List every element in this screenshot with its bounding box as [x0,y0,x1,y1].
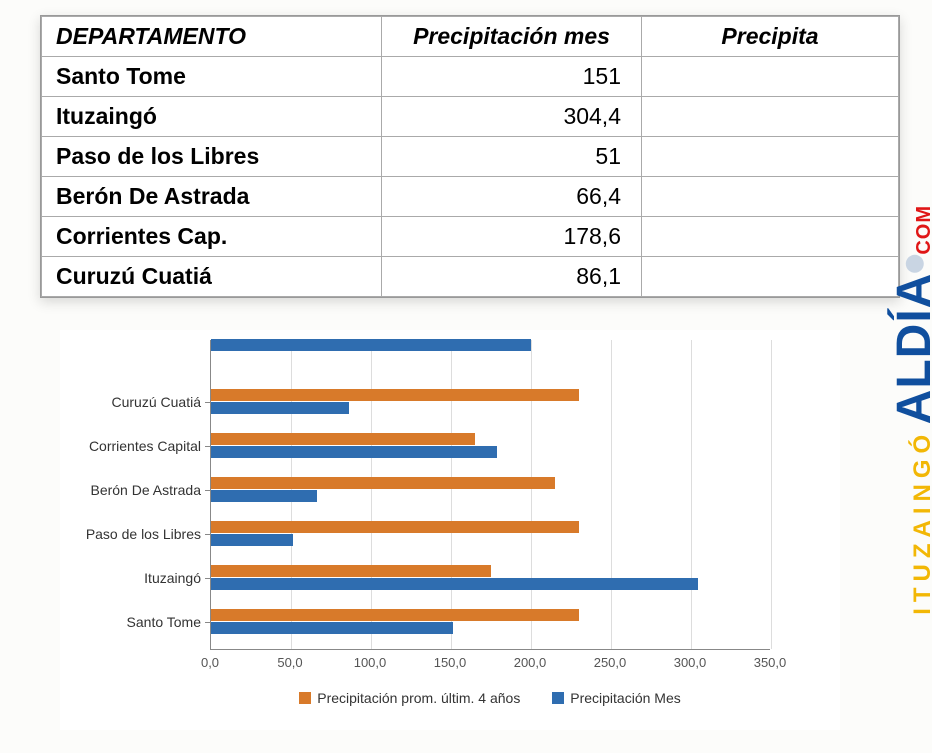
legend-swatch-1 [299,692,311,704]
cell-dept: Curuzú Cuatiá [42,257,382,297]
bar-top-ref [211,339,531,351]
col-header-precip-mes: Precipitación mes [382,17,642,57]
bar-series2 [211,622,453,634]
table: DEPARTAMENTO Precipitación mes Precipita… [41,16,899,297]
x-tick-label: 250,0 [594,655,627,670]
cell-value: 86,1 [382,257,642,297]
table-row: Ituzaingó304,4 [42,97,899,137]
legend-label-1: Precipitación prom. últim. 4 años [317,690,520,706]
cell-value: 51 [382,137,642,177]
cell-dept: Berón De Astrada [42,177,382,217]
chart-x-axis-labels: 0,050,0100,0150,0200,0250,0300,0350,0 [210,655,770,675]
category-label: Paso de los Libres [86,526,211,542]
cell-empty [642,177,899,217]
cell-dept: Santo Tome [42,57,382,97]
bar-series1 [211,521,579,533]
bar-series2 [211,490,317,502]
table-row: Corrientes Cap.178,6 [42,217,899,257]
table-row: Paso de los Libres51 [42,137,899,177]
bar-series1 [211,389,579,401]
legend-item-series1: Precipitación prom. últim. 4 años [299,690,520,706]
precipitation-chart: Curuzú CuatiáCorrientes CapitalBerón De … [60,330,840,730]
bar-series2 [211,534,293,546]
x-tick-label: 300,0 [674,655,707,670]
cell-value: 151 [382,57,642,97]
x-tick-label: 0,0 [201,655,219,670]
category-label: Santo Tome [127,614,211,630]
legend-label-2: Precipitación Mes [570,690,681,706]
chart-category: Paso de los Libres [211,512,770,556]
table-row: Santo Tome151 [42,57,899,97]
chart-category: Ituzaingó [211,556,770,600]
watermark-line1: ITUZAINGÓ [909,429,932,615]
cell-dept: Paso de los Libres [42,137,382,177]
x-tick-label: 200,0 [514,655,547,670]
cell-value: 178,6 [382,217,642,257]
chart-category: Corrientes Capital [211,424,770,468]
bar-series1 [211,609,579,621]
table-row: Berón De Astrada66,4 [42,177,899,217]
x-tick-label: 100,0 [354,655,387,670]
bar-series1 [211,433,475,445]
cell-empty [642,137,899,177]
col-header-precip-cut: Precipita [642,17,899,57]
chart-category: Curuzú Cuatiá [211,380,770,424]
bar-series2 [211,578,698,590]
gridline [771,340,772,649]
bar-series1 [211,565,491,577]
chart-category: Santo Tome [211,600,770,644]
cell-empty [642,57,899,97]
category-label: Berón De Astrada [90,482,211,498]
bar-series2 [211,402,349,414]
bar-series1 [211,477,555,489]
chart-category: Berón De Astrada [211,468,770,512]
cell-empty [642,97,899,137]
watermark-dot-icon [906,255,924,273]
watermark-line3: COM [913,205,932,255]
category-label: Ituzaingó [144,570,211,586]
bar-series2 [211,446,497,458]
category-label: Curuzú Cuatiá [112,394,212,410]
x-tick-label: 50,0 [277,655,302,670]
legend-item-series2: Precipitación Mes [552,690,681,706]
chart-legend: Precipitación prom. últim. 4 años Precip… [210,690,770,706]
cell-empty [642,217,899,257]
x-tick-label: 350,0 [754,655,787,670]
legend-swatch-2 [552,692,564,704]
cell-value: 66,4 [382,177,642,217]
table-row: Curuzú Cuatiá86,1 [42,257,899,297]
precipitation-table: DEPARTAMENTO Precipitación mes Precipita… [40,15,900,298]
x-tick-label: 150,0 [434,655,467,670]
cell-dept: Ituzaingó [42,97,382,137]
cell-empty [642,257,899,297]
chart-plot-area: Curuzú CuatiáCorrientes CapitalBerón De … [210,340,770,650]
category-label: Corrientes Capital [89,438,211,454]
col-header-departamento: DEPARTAMENTO [42,17,382,57]
cell-dept: Corrientes Cap. [42,217,382,257]
cell-value: 304,4 [382,97,642,137]
